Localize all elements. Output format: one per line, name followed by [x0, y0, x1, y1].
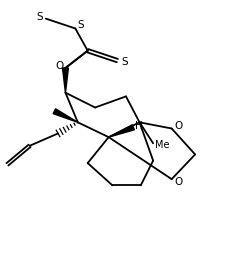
Text: H: H	[135, 121, 143, 131]
Text: S: S	[78, 20, 84, 30]
Text: Me: Me	[155, 140, 170, 150]
Polygon shape	[62, 68, 68, 93]
Text: O: O	[55, 60, 63, 70]
Text: S: S	[36, 12, 43, 22]
Text: S: S	[122, 57, 128, 67]
Text: O: O	[174, 177, 183, 187]
Polygon shape	[53, 109, 78, 122]
Polygon shape	[109, 125, 134, 137]
Text: O: O	[174, 121, 183, 131]
